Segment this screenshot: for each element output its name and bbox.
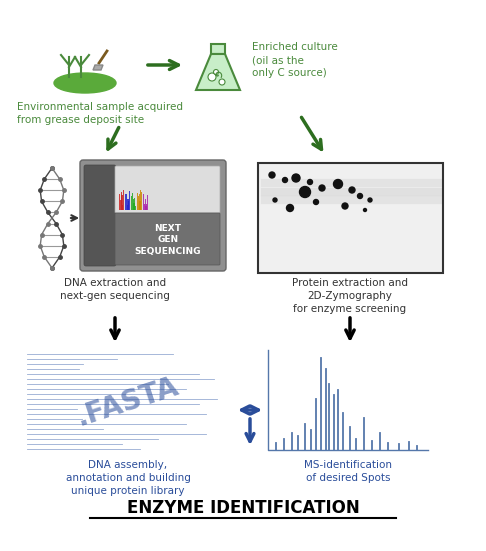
Bar [120,199,121,210]
Text: Protein extraction and
2D-Zymography
for enzyme screening: Protein extraction and 2D-Zymography for… [292,278,408,315]
Bar [145,199,146,210]
Bar [122,206,123,210]
Bar [129,191,130,210]
Polygon shape [196,54,240,90]
Circle shape [342,203,348,209]
Text: DNA extraction and
next-gen sequencing: DNA extraction and next-gen sequencing [60,278,170,301]
Bar [126,205,128,210]
Bar [133,199,134,210]
Text: Enriched culture
(oil as the
only C source): Enriched culture (oil as the only C sour… [252,42,338,78]
Bar [139,194,140,210]
Bar [147,196,148,210]
Circle shape [292,174,300,182]
Polygon shape [211,44,225,54]
Bar [133,203,135,210]
Bar [131,196,132,210]
Polygon shape [93,65,103,70]
Bar [140,191,141,210]
Circle shape [319,185,325,191]
Bar [132,193,133,210]
Circle shape [308,180,312,185]
FancyBboxPatch shape [115,166,220,213]
Bar [141,192,142,210]
Bar [143,194,144,210]
Text: MS-identification
of desired Spots: MS-identification of desired Spots [304,460,392,483]
Bar [137,193,138,210]
Circle shape [358,193,363,198]
Text: .FASTA: .FASTA [72,372,182,432]
FancyBboxPatch shape [80,160,226,271]
Text: ENZYME IDENTIFICATION: ENZYME IDENTIFICATION [127,499,359,517]
Text: NEXT
GEN
SEQUENCING: NEXT GEN SEQUENCING [135,224,201,256]
Circle shape [368,198,372,202]
Bar [145,206,147,210]
Bar [121,192,122,210]
FancyBboxPatch shape [84,165,116,266]
Bar [128,201,129,210]
Circle shape [273,198,277,202]
Circle shape [299,186,311,197]
Circle shape [349,187,355,193]
Circle shape [333,180,343,188]
Bar [134,198,136,210]
Bar [146,204,147,210]
Bar [135,206,136,210]
Text: DNA assembly,
annotation and building
unique protein library: DNA assembly, annotation and building un… [66,460,191,496]
Circle shape [313,199,318,204]
Bar [144,204,145,210]
Bar [139,201,140,210]
Bar [125,194,126,210]
Circle shape [287,204,294,212]
Circle shape [213,69,219,74]
Bar [138,196,139,210]
Ellipse shape [54,73,116,93]
Bar [123,191,124,210]
FancyBboxPatch shape [115,213,220,265]
Bar [126,193,127,210]
Bar [119,194,120,210]
Circle shape [269,172,275,178]
Bar [127,199,129,210]
Circle shape [219,79,225,85]
Text: Environmental sample acquired
from grease deposit site: Environmental sample acquired from greas… [17,102,183,125]
Circle shape [364,208,366,212]
Circle shape [208,73,216,81]
Bar [258,163,443,273]
Circle shape [282,177,288,182]
